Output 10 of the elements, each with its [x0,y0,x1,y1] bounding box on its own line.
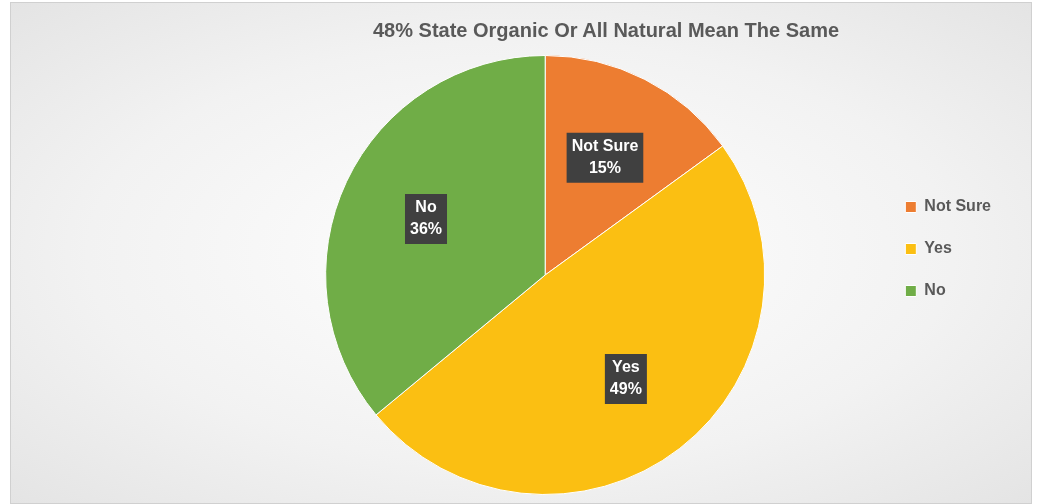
legend-label: Not Sure [924,197,992,215]
slice-label: Not Sure [571,137,639,155]
legend-label: Yes [924,239,953,257]
slice-label: Yes [612,358,640,376]
chart-title: 48% State Organic Or All Natural Mean The Same [372,18,840,41]
legend-label: No [924,281,946,299]
slice-label: No [415,198,437,216]
data-label: 15% [588,159,621,177]
data-label: 49% [609,380,642,398]
data-label: 36% [409,220,443,238]
